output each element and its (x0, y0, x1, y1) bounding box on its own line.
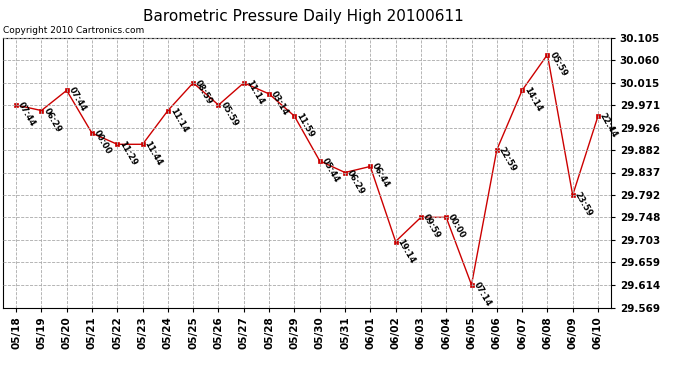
Text: 00:00: 00:00 (446, 213, 467, 240)
Text: 07:44: 07:44 (67, 86, 88, 114)
Text: 19:14: 19:14 (395, 237, 417, 265)
Text: 08:59: 08:59 (193, 78, 214, 106)
Text: 14:14: 14:14 (522, 86, 543, 114)
Text: 11:14: 11:14 (244, 78, 265, 106)
Text: 06:44: 06:44 (371, 162, 391, 190)
Text: 22:59: 22:59 (497, 146, 518, 173)
Text: 05:59: 05:59 (547, 50, 569, 78)
Text: Copyright 2010 Cartronics.com: Copyright 2010 Cartronics.com (3, 26, 145, 35)
Text: 23:59: 23:59 (573, 190, 594, 218)
Text: 05:59: 05:59 (219, 100, 239, 128)
Text: 11:14: 11:14 (168, 106, 189, 134)
Text: Barometric Pressure Daily High 20100611: Barometric Pressure Daily High 20100611 (144, 9, 464, 24)
Text: 11:59: 11:59 (295, 112, 315, 139)
Text: 22:44: 22:44 (598, 112, 619, 140)
Text: 05:44: 05:44 (319, 156, 341, 184)
Text: 07:44: 07:44 (16, 100, 37, 128)
Text: 03:14: 03:14 (269, 89, 290, 117)
Text: 09:59: 09:59 (421, 213, 442, 240)
Text: 06:29: 06:29 (345, 168, 366, 195)
Text: 11:44: 11:44 (143, 140, 164, 168)
Text: 11:29: 11:29 (117, 140, 139, 168)
Text: 00:00: 00:00 (92, 129, 113, 156)
Text: 06:29: 06:29 (41, 106, 63, 134)
Text: 07:14: 07:14 (471, 280, 493, 308)
